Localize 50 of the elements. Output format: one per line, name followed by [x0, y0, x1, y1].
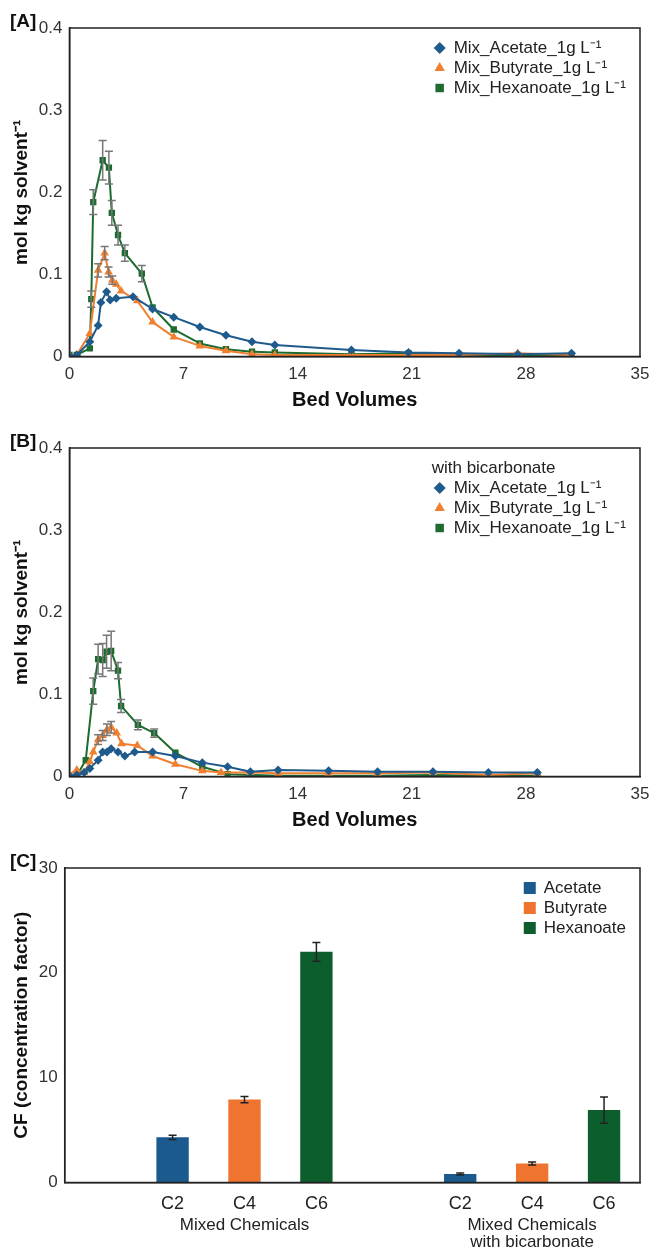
x-tick-label: 7 — [178, 364, 189, 384]
y-tick-label: 0.3 — [38, 99, 63, 119]
y-tick-label: 30 — [38, 857, 58, 877]
y-tick-label: 20 — [38, 962, 58, 982]
y-tick-label: 0.3 — [38, 519, 63, 539]
y-tick-label: 0 — [48, 1172, 58, 1192]
y-tick-label: 0.2 — [38, 181, 63, 201]
legend-label: Mix_Acetate_1g L⁻¹ — [453, 477, 602, 497]
y-tick-label: 0.4 — [38, 437, 63, 457]
y-tick-label: 0 — [52, 766, 63, 786]
chart-title: [C] — [10, 849, 37, 871]
y-tick-label: 0.1 — [38, 684, 63, 704]
text: Mixed Chemicals — [179, 1214, 310, 1234]
legend-title: with bicarbonate — [430, 457, 556, 477]
y-tick-label: 0.2 — [38, 601, 63, 621]
x-axis-title: Bed Volumes — [292, 807, 418, 830]
y-tick-label: 0.4 — [38, 17, 63, 37]
y-tick-label: 0 — [52, 346, 63, 366]
x-tick-label: C6 — [304, 1193, 328, 1214]
y-axis-title: mol kg solvent⁻¹ — [9, 539, 31, 685]
x-tick-label: 35 — [630, 784, 650, 804]
x-tick-label: C4 — [520, 1193, 544, 1214]
x-axis-title: Bed Volumes — [292, 387, 418, 410]
x-tick-label: 28 — [516, 784, 536, 804]
x-tick-label: C2 — [161, 1193, 185, 1214]
x-tick-label: 21 — [402, 784, 422, 804]
legend-label: Hexanoate — [543, 917, 627, 937]
y-tick-label: 10 — [38, 1067, 58, 1087]
y-axis-title: CF (concentration factor) — [9, 911, 31, 1139]
legend-label: Mix_Hexanoate_1g L⁻¹ — [453, 77, 627, 97]
legend-label: Mix_Hexanoate_1g L⁻¹ — [453, 517, 627, 537]
legend-label: Butyrate — [543, 897, 608, 917]
y-axis-title: mol kg solvent⁻¹ — [9, 119, 31, 265]
x-tick-label: C4 — [232, 1193, 256, 1214]
x-tick-label: 28 — [516, 364, 536, 384]
x-tick-label: 14 — [288, 784, 308, 804]
x-tick-label: 35 — [630, 364, 650, 384]
x-tick-label: 14 — [288, 364, 308, 384]
x-tick-label: C6 — [592, 1193, 616, 1214]
x-tick-label: 21 — [402, 364, 422, 384]
chart-title: [A] — [10, 9, 37, 31]
y-tick-label: 0.1 — [38, 264, 63, 284]
legend-label: Mix_Butyrate_1g L⁻¹ — [453, 497, 608, 517]
text: Mixed Chemicals with bicarbonate — [467, 1214, 597, 1251]
chart-title: [B] — [10, 429, 37, 451]
legend-label: Acetate — [543, 877, 602, 897]
legend-label: Mix_Butyrate_1g L⁻¹ — [453, 57, 608, 77]
x-tick-label: 7 — [178, 784, 189, 804]
x-tick-label: C2 — [448, 1193, 472, 1214]
legend-label: Mix_Acetate_1g L⁻¹ — [453, 37, 602, 57]
